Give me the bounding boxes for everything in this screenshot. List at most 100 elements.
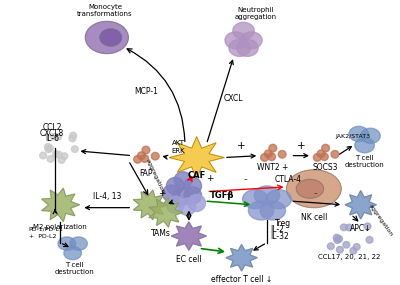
- Text: +  PD-L2: + PD-L2: [29, 235, 56, 239]
- Circle shape: [70, 132, 76, 139]
- Circle shape: [184, 177, 202, 194]
- Circle shape: [334, 237, 341, 243]
- Text: Monocyte
transformations: Monocyte transformations: [77, 4, 133, 17]
- Circle shape: [188, 194, 206, 211]
- Circle shape: [162, 185, 180, 202]
- Ellipse shape: [266, 190, 291, 209]
- Text: CTLA-4: CTLA-4: [275, 175, 302, 184]
- Text: TAMs: TAMs: [151, 229, 170, 239]
- Ellipse shape: [229, 39, 250, 56]
- Text: M2 polarization: M2 polarization: [33, 224, 87, 230]
- Text: CCL17, 20, 21, 22: CCL17, 20, 21, 22: [318, 254, 380, 260]
- Circle shape: [343, 241, 350, 248]
- Ellipse shape: [260, 201, 286, 220]
- Text: -: -: [314, 188, 318, 198]
- Circle shape: [142, 146, 150, 154]
- Ellipse shape: [349, 126, 368, 141]
- Polygon shape: [171, 222, 206, 250]
- Circle shape: [44, 144, 51, 150]
- Circle shape: [336, 235, 342, 242]
- Ellipse shape: [248, 201, 274, 220]
- Text: T cell
destruction: T cell destruction: [55, 262, 94, 274]
- Circle shape: [350, 247, 357, 254]
- Text: IL-6: IL-6: [45, 134, 59, 143]
- Circle shape: [264, 150, 272, 158]
- Polygon shape: [226, 245, 257, 271]
- Circle shape: [340, 224, 347, 231]
- Circle shape: [134, 156, 142, 163]
- Text: Treg: Treg: [275, 219, 291, 228]
- Polygon shape: [42, 188, 80, 221]
- Ellipse shape: [233, 22, 254, 39]
- Text: +: +: [158, 189, 166, 198]
- Ellipse shape: [296, 179, 324, 198]
- Circle shape: [138, 152, 145, 159]
- Circle shape: [269, 144, 277, 152]
- Text: FAP: FAP: [139, 169, 153, 178]
- Circle shape: [52, 151, 59, 157]
- Text: WNT2 +: WNT2 +: [257, 163, 288, 172]
- Circle shape: [322, 144, 330, 152]
- Circle shape: [184, 187, 202, 204]
- Text: CCL2: CCL2: [42, 123, 62, 132]
- Text: PD-1/PD-L1: PD-1/PD-L1: [29, 227, 64, 232]
- Circle shape: [366, 237, 373, 243]
- Text: IL-4, 13: IL-4, 13: [93, 192, 121, 201]
- Text: MCP-1: MCP-1: [134, 87, 158, 96]
- Ellipse shape: [85, 21, 128, 54]
- Text: aggregation: aggregation: [145, 158, 166, 195]
- Text: -: -: [244, 174, 247, 184]
- Circle shape: [261, 154, 268, 161]
- Circle shape: [46, 145, 53, 151]
- Circle shape: [45, 146, 52, 153]
- Circle shape: [178, 198, 196, 215]
- Circle shape: [151, 152, 159, 160]
- Text: TGFβ: TGFβ: [210, 191, 235, 200]
- Text: AKT: AKT: [172, 140, 185, 146]
- Circle shape: [166, 196, 184, 213]
- Circle shape: [364, 223, 371, 230]
- Text: IL-32: IL-32: [270, 233, 289, 241]
- Text: Neutrophil
aggregation: Neutrophil aggregation: [234, 7, 276, 19]
- Circle shape: [58, 157, 65, 163]
- Circle shape: [50, 133, 57, 140]
- Text: aggregation: aggregation: [368, 203, 394, 237]
- Circle shape: [166, 177, 184, 194]
- Circle shape: [56, 151, 62, 158]
- Ellipse shape: [286, 170, 341, 208]
- Circle shape: [336, 247, 343, 253]
- Circle shape: [69, 135, 76, 142]
- Polygon shape: [149, 198, 183, 227]
- Ellipse shape: [242, 190, 268, 209]
- Circle shape: [172, 189, 190, 206]
- Text: CAF: CAF: [188, 171, 206, 180]
- Circle shape: [353, 244, 360, 250]
- Text: EC cell: EC cell: [176, 255, 202, 264]
- Ellipse shape: [64, 247, 82, 260]
- Ellipse shape: [241, 32, 262, 49]
- Circle shape: [72, 146, 78, 152]
- Ellipse shape: [58, 237, 76, 250]
- Circle shape: [320, 153, 328, 160]
- Text: APC↓: APC↓: [350, 224, 372, 233]
- Circle shape: [346, 224, 352, 231]
- Ellipse shape: [100, 29, 122, 46]
- Polygon shape: [345, 191, 376, 219]
- Circle shape: [61, 153, 68, 159]
- Circle shape: [141, 155, 148, 162]
- Text: ERK: ERK: [171, 148, 185, 154]
- Ellipse shape: [225, 32, 246, 49]
- Ellipse shape: [254, 186, 280, 205]
- Text: CXCL8: CXCL8: [40, 129, 64, 138]
- Text: SOCS3: SOCS3: [313, 163, 338, 172]
- Circle shape: [47, 156, 54, 162]
- Circle shape: [174, 172, 192, 189]
- Text: +: +: [297, 141, 306, 151]
- Ellipse shape: [355, 138, 374, 153]
- Text: IL-2: IL-2: [270, 225, 284, 234]
- Text: +: +: [206, 174, 214, 183]
- Text: T cell
destruction: T cell destruction: [345, 155, 384, 168]
- Circle shape: [40, 152, 46, 159]
- Text: CXCL: CXCL: [224, 94, 244, 103]
- Circle shape: [55, 133, 62, 140]
